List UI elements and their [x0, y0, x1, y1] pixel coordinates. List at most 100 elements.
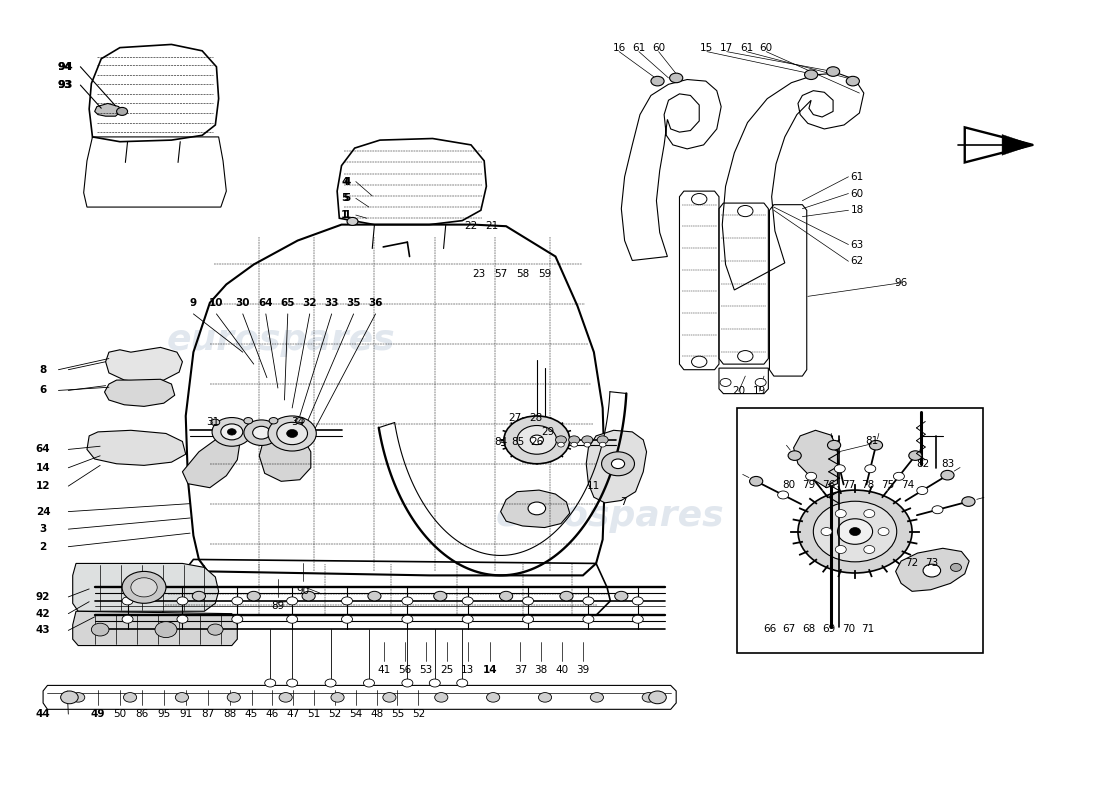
- Text: 1: 1: [343, 210, 351, 220]
- Circle shape: [456, 679, 468, 687]
- Circle shape: [584, 442, 591, 447]
- Text: 94: 94: [58, 62, 73, 72]
- Text: 94: 94: [57, 62, 73, 72]
- Text: 52: 52: [328, 709, 342, 719]
- Circle shape: [804, 70, 817, 79]
- Circle shape: [279, 693, 293, 702]
- Circle shape: [837, 518, 872, 544]
- Circle shape: [341, 615, 352, 623]
- Circle shape: [91, 623, 109, 636]
- Polygon shape: [260, 434, 311, 482]
- Circle shape: [331, 693, 344, 702]
- Text: 30: 30: [235, 298, 250, 308]
- Text: 55: 55: [390, 709, 404, 719]
- Text: 31: 31: [207, 417, 220, 426]
- Circle shape: [916, 486, 927, 494]
- Circle shape: [268, 416, 317, 451]
- Circle shape: [692, 356, 707, 367]
- Circle shape: [504, 416, 570, 464]
- Text: 14: 14: [36, 462, 51, 473]
- Circle shape: [600, 442, 606, 447]
- Text: 19: 19: [752, 386, 767, 396]
- Circle shape: [346, 218, 358, 226]
- Circle shape: [287, 615, 298, 623]
- Circle shape: [221, 424, 243, 440]
- Circle shape: [462, 597, 473, 605]
- Circle shape: [522, 597, 534, 605]
- Circle shape: [326, 679, 336, 687]
- Text: 90: 90: [297, 586, 310, 595]
- Text: 83: 83: [942, 458, 955, 469]
- Text: 32: 32: [302, 298, 317, 308]
- Text: 72: 72: [905, 558, 918, 568]
- Text: 10: 10: [209, 298, 223, 308]
- Text: 76: 76: [822, 480, 835, 490]
- Polygon shape: [87, 430, 186, 466]
- Text: 46: 46: [266, 709, 279, 719]
- Polygon shape: [1002, 134, 1033, 155]
- Text: 43: 43: [36, 626, 51, 635]
- Text: 61: 61: [850, 172, 864, 182]
- Text: 59: 59: [538, 269, 551, 279]
- Text: 53: 53: [419, 666, 432, 675]
- Polygon shape: [895, 548, 969, 591]
- Text: 67: 67: [782, 624, 795, 634]
- Polygon shape: [104, 379, 175, 406]
- Text: 57: 57: [494, 269, 507, 279]
- Text: eurospares: eurospares: [167, 323, 396, 358]
- Text: 1: 1: [341, 210, 349, 220]
- Text: 38: 38: [535, 666, 548, 675]
- Text: 7: 7: [620, 497, 627, 507]
- Text: 36: 36: [368, 298, 383, 308]
- Circle shape: [670, 73, 683, 82]
- Polygon shape: [586, 430, 647, 503]
- Text: 63: 63: [850, 239, 864, 250]
- Circle shape: [122, 615, 133, 623]
- Text: 58: 58: [516, 269, 529, 279]
- Circle shape: [597, 436, 608, 444]
- Circle shape: [60, 691, 78, 704]
- Circle shape: [486, 693, 499, 702]
- Text: 77: 77: [842, 480, 855, 490]
- Circle shape: [821, 527, 832, 535]
- Text: 11: 11: [587, 481, 601, 491]
- Text: 75: 75: [881, 480, 894, 490]
- Text: 62: 62: [850, 256, 864, 266]
- Text: 13: 13: [461, 666, 474, 675]
- Circle shape: [940, 470, 954, 480]
- Circle shape: [826, 66, 839, 76]
- Circle shape: [556, 436, 566, 444]
- Text: 42: 42: [36, 609, 51, 618]
- Text: 74: 74: [901, 480, 914, 490]
- Circle shape: [175, 693, 188, 702]
- Circle shape: [720, 378, 732, 386]
- Circle shape: [228, 429, 236, 435]
- Text: 22: 22: [464, 222, 477, 231]
- Text: 17: 17: [720, 43, 734, 54]
- Polygon shape: [500, 490, 570, 527]
- Text: 4: 4: [341, 177, 349, 186]
- Circle shape: [528, 502, 546, 515]
- Text: 20: 20: [733, 386, 746, 396]
- Circle shape: [277, 422, 308, 445]
- Text: 89: 89: [272, 602, 285, 611]
- Circle shape: [122, 571, 166, 603]
- Circle shape: [253, 426, 271, 439]
- Text: 88: 88: [223, 709, 236, 719]
- Circle shape: [123, 693, 136, 702]
- Circle shape: [434, 693, 448, 702]
- Circle shape: [558, 442, 564, 447]
- Circle shape: [692, 194, 707, 205]
- Text: 73: 73: [925, 558, 938, 568]
- Text: 80: 80: [782, 480, 795, 490]
- Text: 34: 34: [292, 417, 305, 426]
- Circle shape: [287, 430, 298, 438]
- Text: 33: 33: [324, 298, 339, 308]
- Circle shape: [302, 591, 316, 601]
- Circle shape: [287, 597, 298, 605]
- Circle shape: [788, 451, 801, 460]
- Circle shape: [341, 597, 352, 605]
- Circle shape: [177, 615, 188, 623]
- Text: 14: 14: [482, 666, 497, 675]
- Circle shape: [248, 591, 261, 601]
